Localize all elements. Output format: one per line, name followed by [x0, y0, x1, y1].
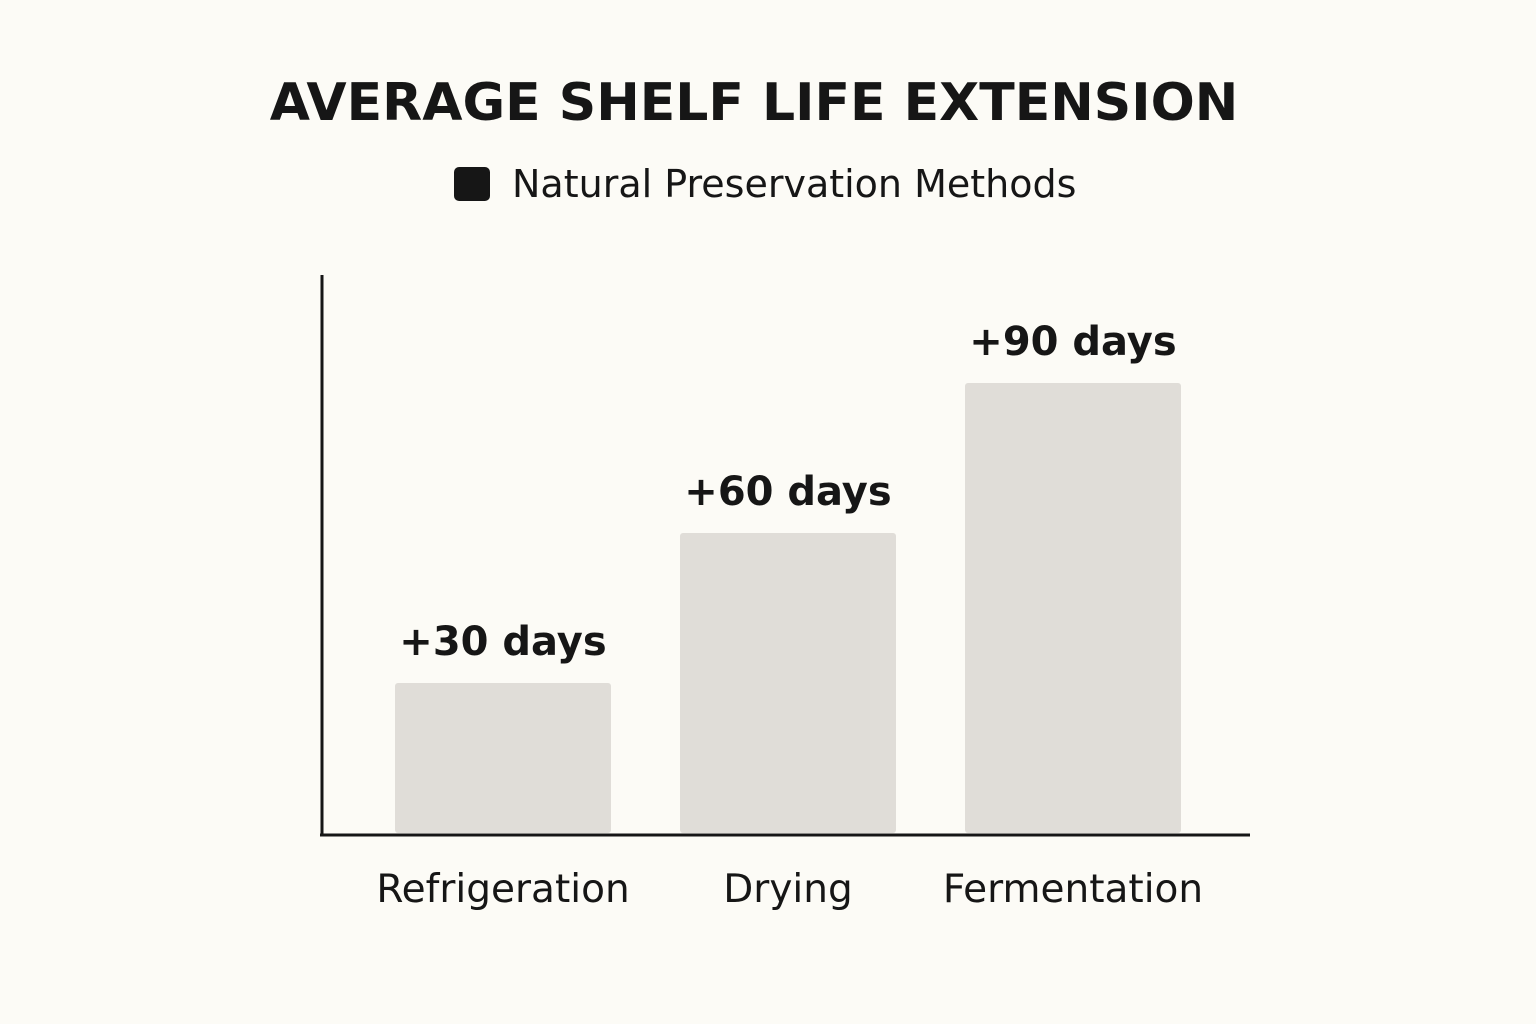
x-tick-label-drying: Drying — [723, 867, 852, 912]
bar-refrigeration — [395, 683, 611, 833]
x-tick-label-refrigeration: Refrigeration — [376, 867, 629, 912]
value-label-refrigeration: +30 days — [399, 619, 606, 665]
value-label-fermentation: +90 days — [969, 319, 1176, 365]
x-tick-label-fermentation: Fermentation — [943, 867, 1203, 912]
chart-title: AVERAGE SHELF LIFE EXTENSION — [270, 73, 1239, 133]
bars-group — [395, 383, 1181, 833]
bar-drying — [680, 533, 896, 833]
legend: Natural Preservation Methods — [454, 162, 1076, 206]
value-label-drying: +60 days — [684, 469, 891, 515]
x-tick-labels-group: Refrigeration Drying Fermentation — [376, 867, 1203, 912]
legend-swatch — [454, 167, 490, 201]
legend-label: Natural Preservation Methods — [512, 162, 1076, 206]
bar-fermentation — [965, 383, 1181, 833]
value-labels-group: +30 days +60 days +90 days — [399, 319, 1176, 665]
